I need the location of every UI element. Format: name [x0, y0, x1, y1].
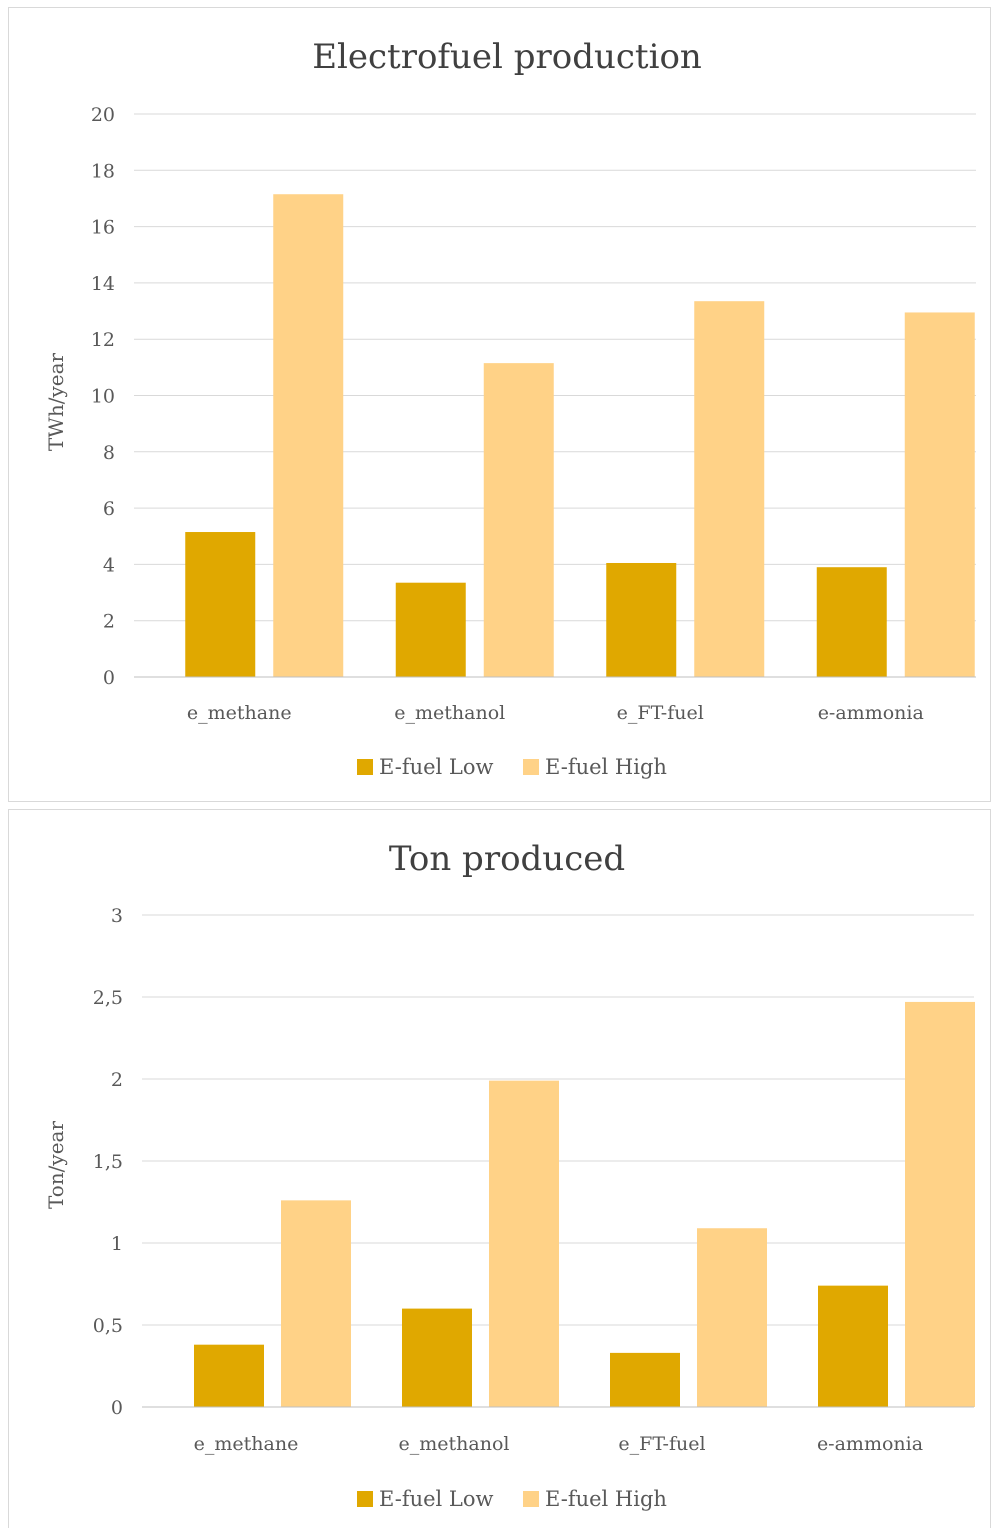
y-tick-label: 1,5: [93, 1151, 123, 1173]
legend-label: E-fuel Low: [379, 1487, 494, 1511]
legend-label: E-fuel High: [545, 1487, 667, 1511]
y-tick-label: 12: [91, 329, 115, 351]
bar-e-fuel-high-e-ft-fuel: [694, 301, 765, 677]
bar-e-fuel-low-e-ft-fuel: [606, 562, 677, 677]
y-tick-label: 16: [91, 217, 115, 239]
y-tick-label: 3: [111, 905, 123, 927]
chart-title: Electrofuel production: [312, 37, 702, 77]
y-tick-label: 14: [91, 273, 115, 295]
y-tick-label: 4: [103, 554, 115, 576]
bar-e-fuel-low-e-methanol: [402, 1308, 472, 1407]
bar-e-fuel-low-e-ammonia: [818, 1285, 888, 1407]
y-axis-label: Ton/year: [44, 1121, 68, 1210]
y-tick-label: 2: [103, 611, 115, 633]
legend-swatch: [523, 759, 539, 775]
legend-label: E-fuel High: [545, 755, 667, 779]
electrofuel-chart: Electrofuel production TWh/year 0 2 4 6 8 10 1…: [44, 37, 976, 779]
bar-e-fuel-high-e-ft-fuel: [697, 1228, 767, 1407]
x-category-label: e_FT-fuel: [618, 1433, 705, 1455]
bar-e-fuel-high-e-methane: [281, 1200, 351, 1407]
y-tick-label: 2: [111, 1069, 123, 1091]
bar-e-fuel-low-e-ammonia: [816, 567, 887, 677]
bar-e-fuel-low-e-methanol: [395, 582, 466, 677]
y-axis-label: TWh/year: [44, 352, 68, 451]
x-category-label: e_methanol: [394, 702, 505, 724]
y-tick-label: 2,5: [93, 987, 123, 1009]
legend-label: E-fuel Low: [379, 755, 494, 779]
y-tick-label: 0: [111, 1397, 123, 1419]
bar-e-fuel-low-e-methane: [194, 1344, 264, 1407]
bar-e-fuel-low-e-ft-fuel: [610, 1352, 680, 1407]
legend-swatch: [357, 759, 373, 775]
chart-panel-electrofuel: Electrofuel production TWh/year 0 2 4 6 8 10 1…: [8, 7, 991, 802]
x-category-label: e_FT-fuel: [617, 702, 704, 724]
bar-e-fuel-high-e-methanol: [483, 363, 554, 677]
y-tick-label: 18: [91, 160, 115, 182]
bar-e-fuel-high-e-methane: [273, 194, 344, 678]
bar-e-fuel-low-e-methane: [185, 532, 256, 677]
y-tick-label: 10: [91, 386, 115, 408]
bar-e-fuel-high-e-ammonia: [904, 312, 975, 677]
y-tick-label: 0,5: [93, 1315, 123, 1337]
x-category-label: e-ammonia: [818, 702, 924, 724]
chart-panel-ton: Ton produced Ton/year 0 0,5 1 1,5 2 2,5 3 e_me…: [8, 809, 991, 1528]
legend-swatch: [357, 1491, 373, 1507]
x-category-label: e_methane: [194, 1433, 299, 1455]
legend-swatch: [523, 1491, 539, 1507]
x-category-label: e_methanol: [399, 1433, 510, 1455]
x-category-label: e_methane: [187, 702, 292, 724]
y-tick-label: 0: [103, 667, 115, 689]
y-tick-label: 1: [111, 1233, 123, 1255]
y-tick-label: 20: [91, 104, 115, 126]
y-tick-label: 6: [103, 498, 115, 520]
bar-e-fuel-high-e-ammonia: [905, 1001, 975, 1407]
x-category-label: e-ammonia: [817, 1433, 923, 1455]
legend: E-fuel Low E-fuel High: [357, 755, 667, 779]
chart-title: Ton produced: [389, 839, 625, 879]
ton-produced-chart: Ton produced Ton/year 0 0,5 1 1,5 2 2,5 3 e_me…: [44, 839, 975, 1511]
y-tick-label: 8: [103, 442, 115, 464]
legend: E-fuel Low E-fuel High: [357, 1487, 667, 1511]
bar-e-fuel-high-e-methanol: [489, 1080, 559, 1407]
